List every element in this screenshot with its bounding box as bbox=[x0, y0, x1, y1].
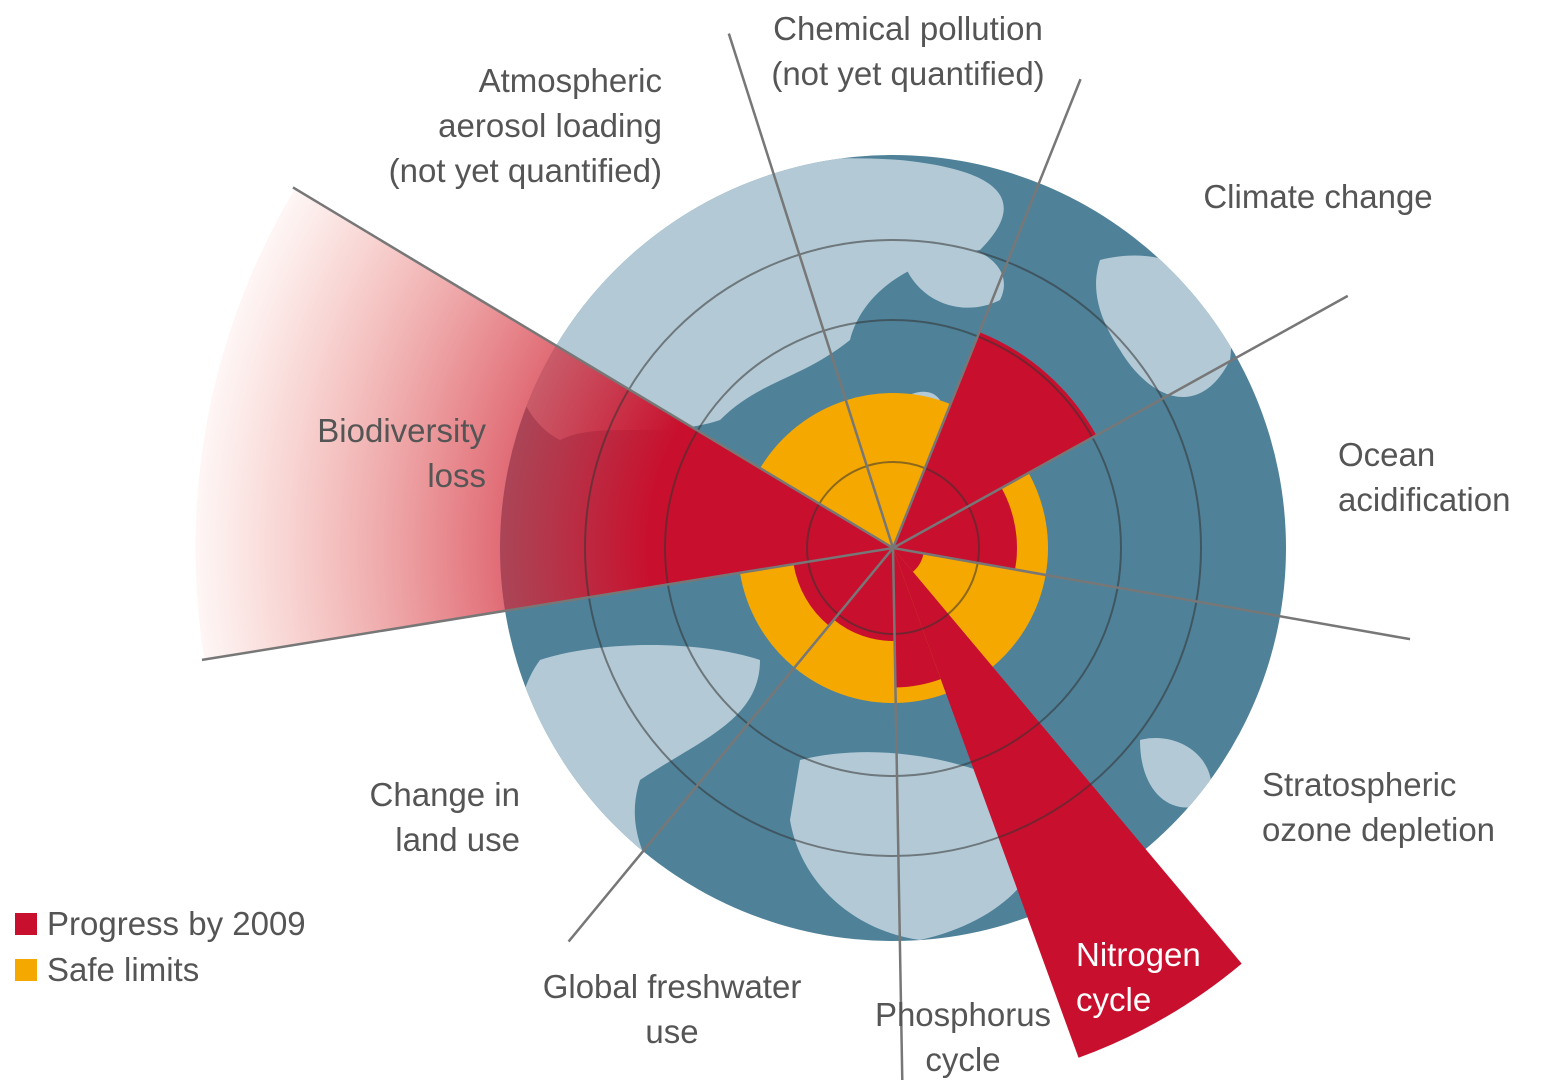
progress-wedge bbox=[893, 548, 941, 688]
category-label: Climate change bbox=[1203, 178, 1433, 215]
category-label: Stratospheric ozone depletion bbox=[1262, 766, 1496, 848]
spoke bbox=[892, 546, 1411, 641]
category-label: Atmospheric aerosol loading (not yet qua… bbox=[388, 62, 662, 189]
safe-wedge bbox=[845, 393, 951, 548]
spoke bbox=[891, 78, 1082, 549]
safe-wedge bbox=[893, 548, 1046, 667]
legend-label: Safe limits bbox=[47, 951, 200, 988]
progress-wedge bbox=[893, 332, 1097, 548]
spokes bbox=[201, 33, 1411, 1080]
progress-wedge bbox=[893, 487, 1017, 570]
category-label: Phosphorus cycle bbox=[874, 996, 1052, 1078]
progress-wedge bbox=[195, 188, 893, 660]
category-label: Chemical pollution (not yet quantified) bbox=[771, 10, 1045, 92]
category-label: Global freshwater use bbox=[542, 968, 802, 1050]
spoke bbox=[892, 294, 1349, 550]
category-label: Ocean acidification bbox=[1338, 436, 1511, 518]
safe-wedge bbox=[760, 400, 893, 548]
spoke bbox=[292, 186, 894, 550]
category-label: Change in land use bbox=[369, 776, 520, 858]
progress-wedge bbox=[793, 548, 893, 626]
spoke bbox=[891, 547, 904, 1080]
legend-item: Safe limits bbox=[15, 951, 199, 989]
category-label: Nitrogen cycle bbox=[1076, 936, 1201, 1018]
legend-swatch bbox=[15, 913, 37, 935]
ring bbox=[664, 319, 1122, 777]
spoke bbox=[567, 547, 894, 943]
progress-wedge bbox=[833, 548, 895, 641]
progress-wedge bbox=[893, 548, 924, 572]
sectors bbox=[195, 188, 1242, 1058]
category-label: Biodiversity loss bbox=[317, 412, 486, 494]
ring bbox=[806, 461, 980, 635]
spoke bbox=[727, 33, 895, 549]
legend-swatch bbox=[15, 959, 37, 981]
legend-item: Progress by 2009 bbox=[15, 905, 306, 943]
legend-label: Progress by 2009 bbox=[47, 905, 306, 942]
spoke bbox=[201, 546, 894, 662]
ring bbox=[584, 239, 1202, 857]
grid bbox=[584, 239, 1202, 857]
